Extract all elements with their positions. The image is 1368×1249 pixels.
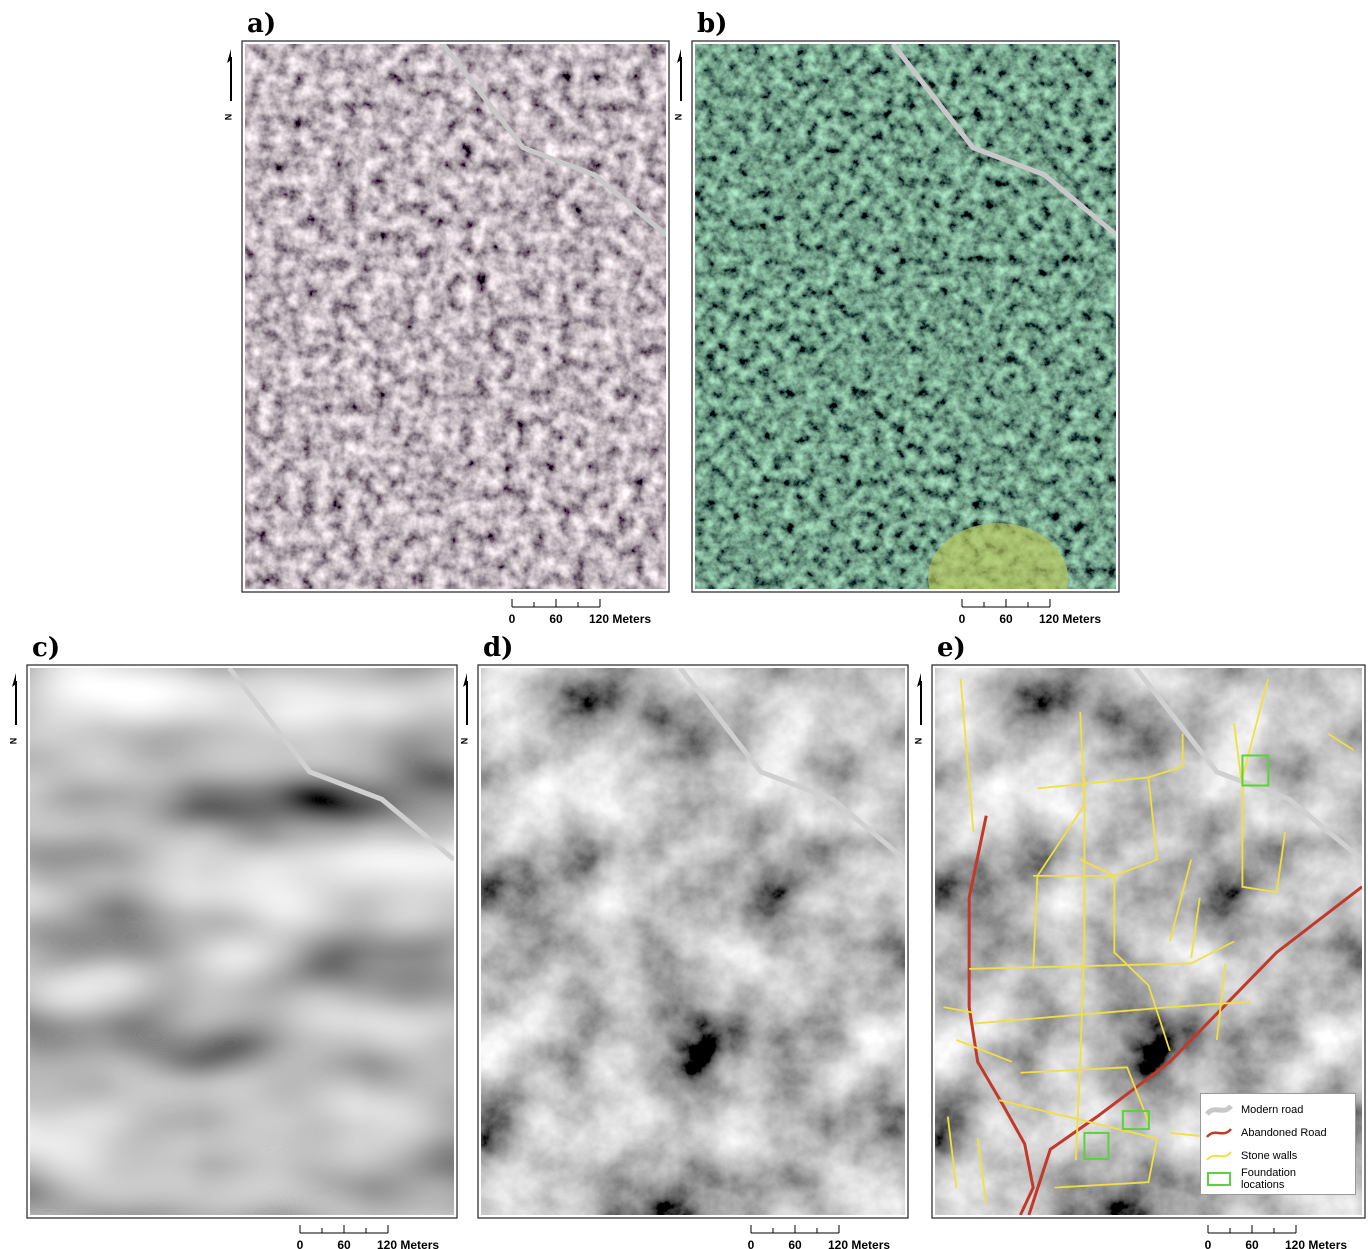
legend-item: Foundation locations xyxy=(1205,1167,1351,1190)
north-label: N xyxy=(8,738,18,745)
scale-label: 60 xyxy=(999,612,1013,626)
scale-label: 60 xyxy=(788,1238,802,1249)
legend-label: Abandoned Road xyxy=(1241,1127,1327,1139)
map-image xyxy=(30,668,454,1215)
imagery xyxy=(695,44,1116,589)
scale-label: 60 xyxy=(337,1238,351,1249)
scale-label: 0 xyxy=(748,1238,755,1249)
scale-label: 120 Meters xyxy=(1285,1238,1347,1249)
map-image xyxy=(695,44,1116,633)
scale-label: 0 xyxy=(959,612,966,626)
legend-item: Modern road xyxy=(1205,1098,1351,1121)
map-image xyxy=(481,668,905,1215)
legend-swatch xyxy=(1205,1171,1233,1187)
panel-label: b) xyxy=(697,9,727,39)
scale-label: 0 xyxy=(1205,1238,1212,1249)
legend-swatch xyxy=(1205,1148,1233,1164)
legend-label: Modern road xyxy=(1241,1104,1303,1116)
scale-label: 0 xyxy=(509,612,516,626)
panel-label: a) xyxy=(247,9,276,39)
imagery xyxy=(481,668,905,1215)
scale-label: 60 xyxy=(549,612,563,626)
panel-label: d) xyxy=(483,633,513,663)
scale-label: 120 Meters xyxy=(589,612,651,626)
north-label: N xyxy=(913,738,923,745)
legend-label: Stone walls xyxy=(1241,1150,1297,1162)
legend-item: Stone walls xyxy=(1205,1144,1351,1167)
scale-label: 60 xyxy=(1245,1238,1259,1249)
north-label: N xyxy=(459,738,469,745)
page: {"panels": [ {"label": "a)", "north": "N… xyxy=(0,0,1368,1249)
north-label: N xyxy=(673,114,683,121)
panel-label: e) xyxy=(937,633,966,663)
map-image xyxy=(245,44,666,589)
scale-label: 120 Meters xyxy=(377,1238,439,1249)
legend-swatch xyxy=(1205,1102,1233,1118)
figure: a) N 0 60 120 Meters b) N 0 60 120 Meters c) N 0 60 12… xyxy=(0,0,1368,1249)
panel-label: c) xyxy=(32,633,60,663)
scale-label: 120 Meters xyxy=(1039,612,1101,626)
north-label: N xyxy=(223,114,233,121)
legend-swatch xyxy=(1205,1125,1233,1141)
scale-label: 0 xyxy=(297,1238,304,1249)
scale-label: 120 Meters xyxy=(828,1238,890,1249)
legend-item: Abandoned Road xyxy=(1205,1121,1351,1144)
imagery xyxy=(30,668,454,1215)
legend: Modern road Abandoned Road Stone walls Foun… xyxy=(1200,1093,1356,1195)
imagery xyxy=(245,44,666,589)
legend-label: Foundation locations xyxy=(1241,1167,1311,1191)
